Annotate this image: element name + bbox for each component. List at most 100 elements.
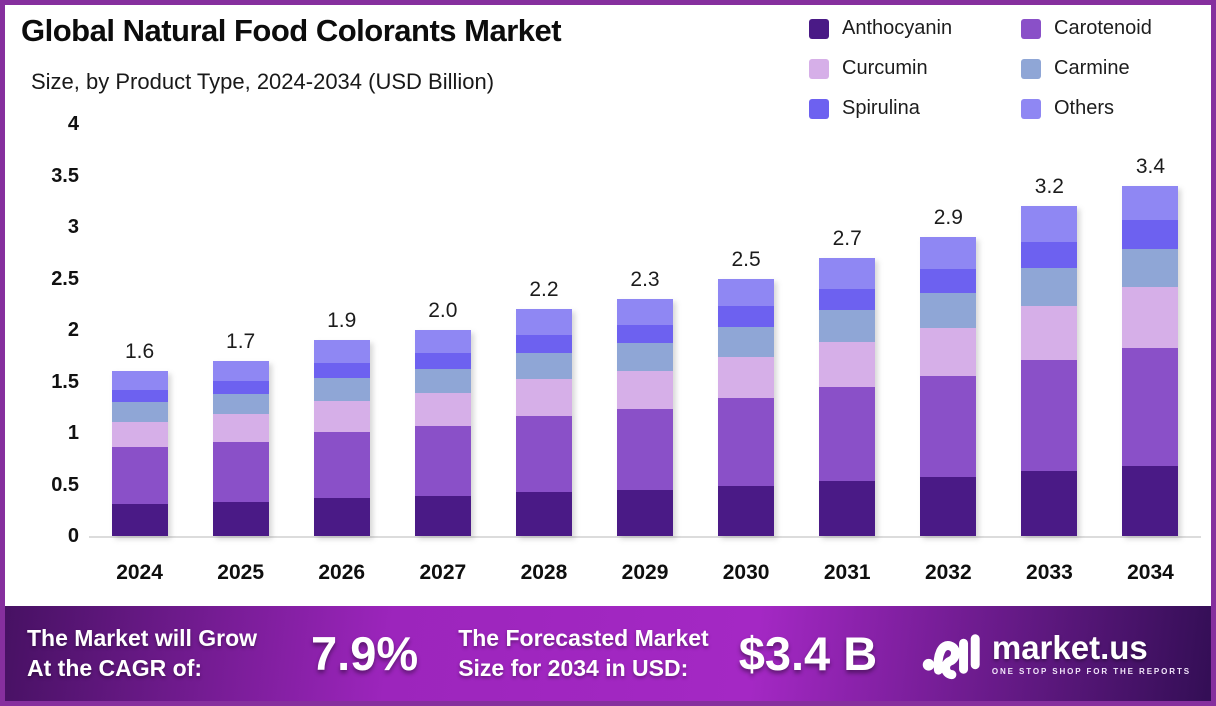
brand-text: market.us ONE STOP SHOP FOR THE REPORTS bbox=[992, 631, 1191, 676]
legend-swatch-carmine bbox=[1021, 58, 1041, 79]
x-tick-label-2034: 2034 bbox=[1127, 561, 1174, 584]
bar-segment-spirulina bbox=[111, 389, 168, 403]
bar-group-2032: 2.9 bbox=[898, 126, 999, 536]
bar-segment-curcumin bbox=[617, 371, 674, 410]
bar-segment-curcumin bbox=[819, 342, 876, 387]
x-tick-label-2033: 2033 bbox=[1026, 561, 1073, 584]
chart-legend: Anthocyanin Carotenoid Curcumin Carmine Spir… bbox=[809, 17, 1189, 120]
bar-segment-carmine bbox=[920, 292, 977, 328]
bar-segment-carotenoid bbox=[617, 409, 674, 490]
bar-group-2030: 2.5 bbox=[696, 126, 797, 536]
bar-segment-carmine bbox=[313, 378, 370, 402]
bar-segment-curcumin bbox=[212, 414, 269, 443]
bar-group-2034: 3.4 bbox=[1100, 126, 1201, 536]
bar-segment-anthocyanin bbox=[1021, 471, 1078, 536]
bar-segment-carotenoid bbox=[819, 386, 876, 482]
bar-segment-carmine bbox=[718, 326, 775, 357]
bar-segment-carmine bbox=[111, 402, 168, 422]
x-tick-label-2032: 2032 bbox=[924, 561, 972, 584]
bar-segment-carotenoid bbox=[1021, 359, 1078, 472]
x-tick-label-2024: 2024 bbox=[116, 561, 163, 584]
bar-segment-others bbox=[1122, 185, 1179, 220]
legend-label: Others bbox=[1054, 97, 1115, 119]
bar-total-label: 1.6 bbox=[124, 340, 155, 364]
bar-group-2029: 2.3 bbox=[594, 126, 695, 536]
bar-segment-anthocyanin bbox=[819, 481, 876, 536]
x-tick-label-2030: 2030 bbox=[722, 561, 770, 584]
y-tick-label: 1.5 bbox=[51, 370, 79, 393]
bar-total-label: 2.7 bbox=[832, 226, 862, 250]
bar-total-label: 2.9 bbox=[933, 206, 963, 230]
bar-group-2028: 2.2 bbox=[493, 126, 594, 536]
bar-segment-anthocyanin bbox=[718, 485, 775, 536]
bar-segment-spirulina bbox=[414, 352, 471, 370]
y-tick-label: 0.5 bbox=[51, 473, 79, 496]
legend-label: Carmine bbox=[1054, 57, 1130, 79]
bar-total-label: 2.5 bbox=[731, 247, 761, 271]
brand-name: market.us bbox=[991, 629, 1148, 666]
footer-banner: The Market will Grow At the CAGR of: 7.9… bbox=[5, 606, 1211, 701]
bar-segment-carotenoid bbox=[111, 447, 168, 505]
forecast-label-line1: The Forecasted Market bbox=[458, 625, 709, 652]
legend-swatch-anthocyanin bbox=[809, 18, 829, 39]
bar-segment-others bbox=[819, 257, 876, 289]
bar-segment-others bbox=[718, 278, 775, 307]
y-tick-label: 2 bbox=[67, 319, 79, 341]
y-axis: 4 3.5 3 2.5 2 1.5 1 0.5 0 bbox=[5, 113, 79, 547]
bar-segment-others bbox=[414, 330, 471, 353]
y-tick-label: 1 bbox=[67, 422, 79, 444]
bar-segment-anthocyanin bbox=[515, 491, 572, 536]
bar-segment-anthocyanin bbox=[1122, 465, 1179, 536]
bar-total-label: 3.4 bbox=[1135, 154, 1166, 178]
stacked-bar-2024 bbox=[111, 371, 168, 536]
bar-total-label: 3.2 bbox=[1034, 175, 1064, 199]
x-tick-label-2025: 2025 bbox=[217, 561, 264, 584]
legend-swatch-carotenoid bbox=[1021, 18, 1041, 39]
stacked-bar-2027 bbox=[414, 330, 471, 536]
y-tick-label: 0 bbox=[67, 525, 79, 547]
y-tick-label: 3.5 bbox=[51, 164, 79, 187]
bar-total-label: 2.0 bbox=[428, 299, 458, 323]
stacked-bar-2025 bbox=[212, 360, 269, 536]
legend-label: Curcumin bbox=[842, 57, 928, 79]
bar-total-label: 1.9 bbox=[327, 309, 357, 333]
bar-segment-carmine bbox=[515, 352, 572, 380]
bar-total-label: 2.3 bbox=[630, 268, 660, 292]
bar-segment-spirulina bbox=[313, 363, 370, 379]
bar-segment-spirulina bbox=[617, 324, 674, 344]
bar-segment-curcumin bbox=[1021, 306, 1078, 360]
bar-segment-others bbox=[212, 360, 269, 381]
y-tick-label: 4 bbox=[67, 113, 79, 135]
cagr-label-line1: The Market will Grow bbox=[27, 625, 258, 652]
marketus-logo-icon bbox=[922, 633, 980, 679]
bar-segment-curcumin bbox=[1122, 286, 1179, 348]
bar-total-label: 2.2 bbox=[529, 278, 559, 302]
bar-group-2027: 2.0 bbox=[392, 126, 493, 536]
bar-segment-spirulina bbox=[515, 335, 572, 353]
stacked-bar-2030 bbox=[718, 278, 775, 536]
bar-segment-carmine bbox=[1021, 268, 1078, 307]
bar-segment-spirulina bbox=[212, 380, 269, 394]
bar-segment-spirulina bbox=[819, 288, 876, 311]
bar-segment-carotenoid bbox=[920, 376, 977, 478]
bar-segment-spirulina bbox=[1122, 219, 1179, 249]
bar-segment-anthocyanin bbox=[111, 504, 168, 536]
legend-item-anthocyanin: Anthocyanin bbox=[809, 17, 1021, 40]
bar-segment-carotenoid bbox=[1122, 347, 1179, 466]
bar-total-label: 1.7 bbox=[226, 329, 256, 353]
brand-tagline: ONE STOP SHOP FOR THE REPORTS bbox=[991, 667, 1191, 676]
legend-label: Spirulina bbox=[842, 97, 920, 119]
bar-segment-spirulina bbox=[1021, 242, 1078, 269]
bar-segment-anthocyanin bbox=[414, 495, 471, 536]
legend-item-others: Others bbox=[1021, 97, 1189, 120]
bar-segment-carmine bbox=[212, 393, 269, 415]
stacked-bar-2029 bbox=[617, 299, 674, 536]
forecast-label-line2: Size for 2034 in USD: bbox=[458, 654, 689, 681]
x-axis: 2024 2025 2026 2027 2028 2029 2030 2031 2032 2033… bbox=[89, 561, 1201, 585]
forecast-label: The Forecasted Market Size for 2034 in U… bbox=[458, 624, 709, 683]
bar-segment-curcumin bbox=[111, 421, 168, 448]
bar-segment-carmine bbox=[414, 369, 471, 393]
legend-label: Anthocyanin bbox=[842, 17, 953, 39]
stacked-bar-2026 bbox=[313, 340, 370, 536]
bar-group-2024: 1.6 bbox=[89, 126, 190, 536]
